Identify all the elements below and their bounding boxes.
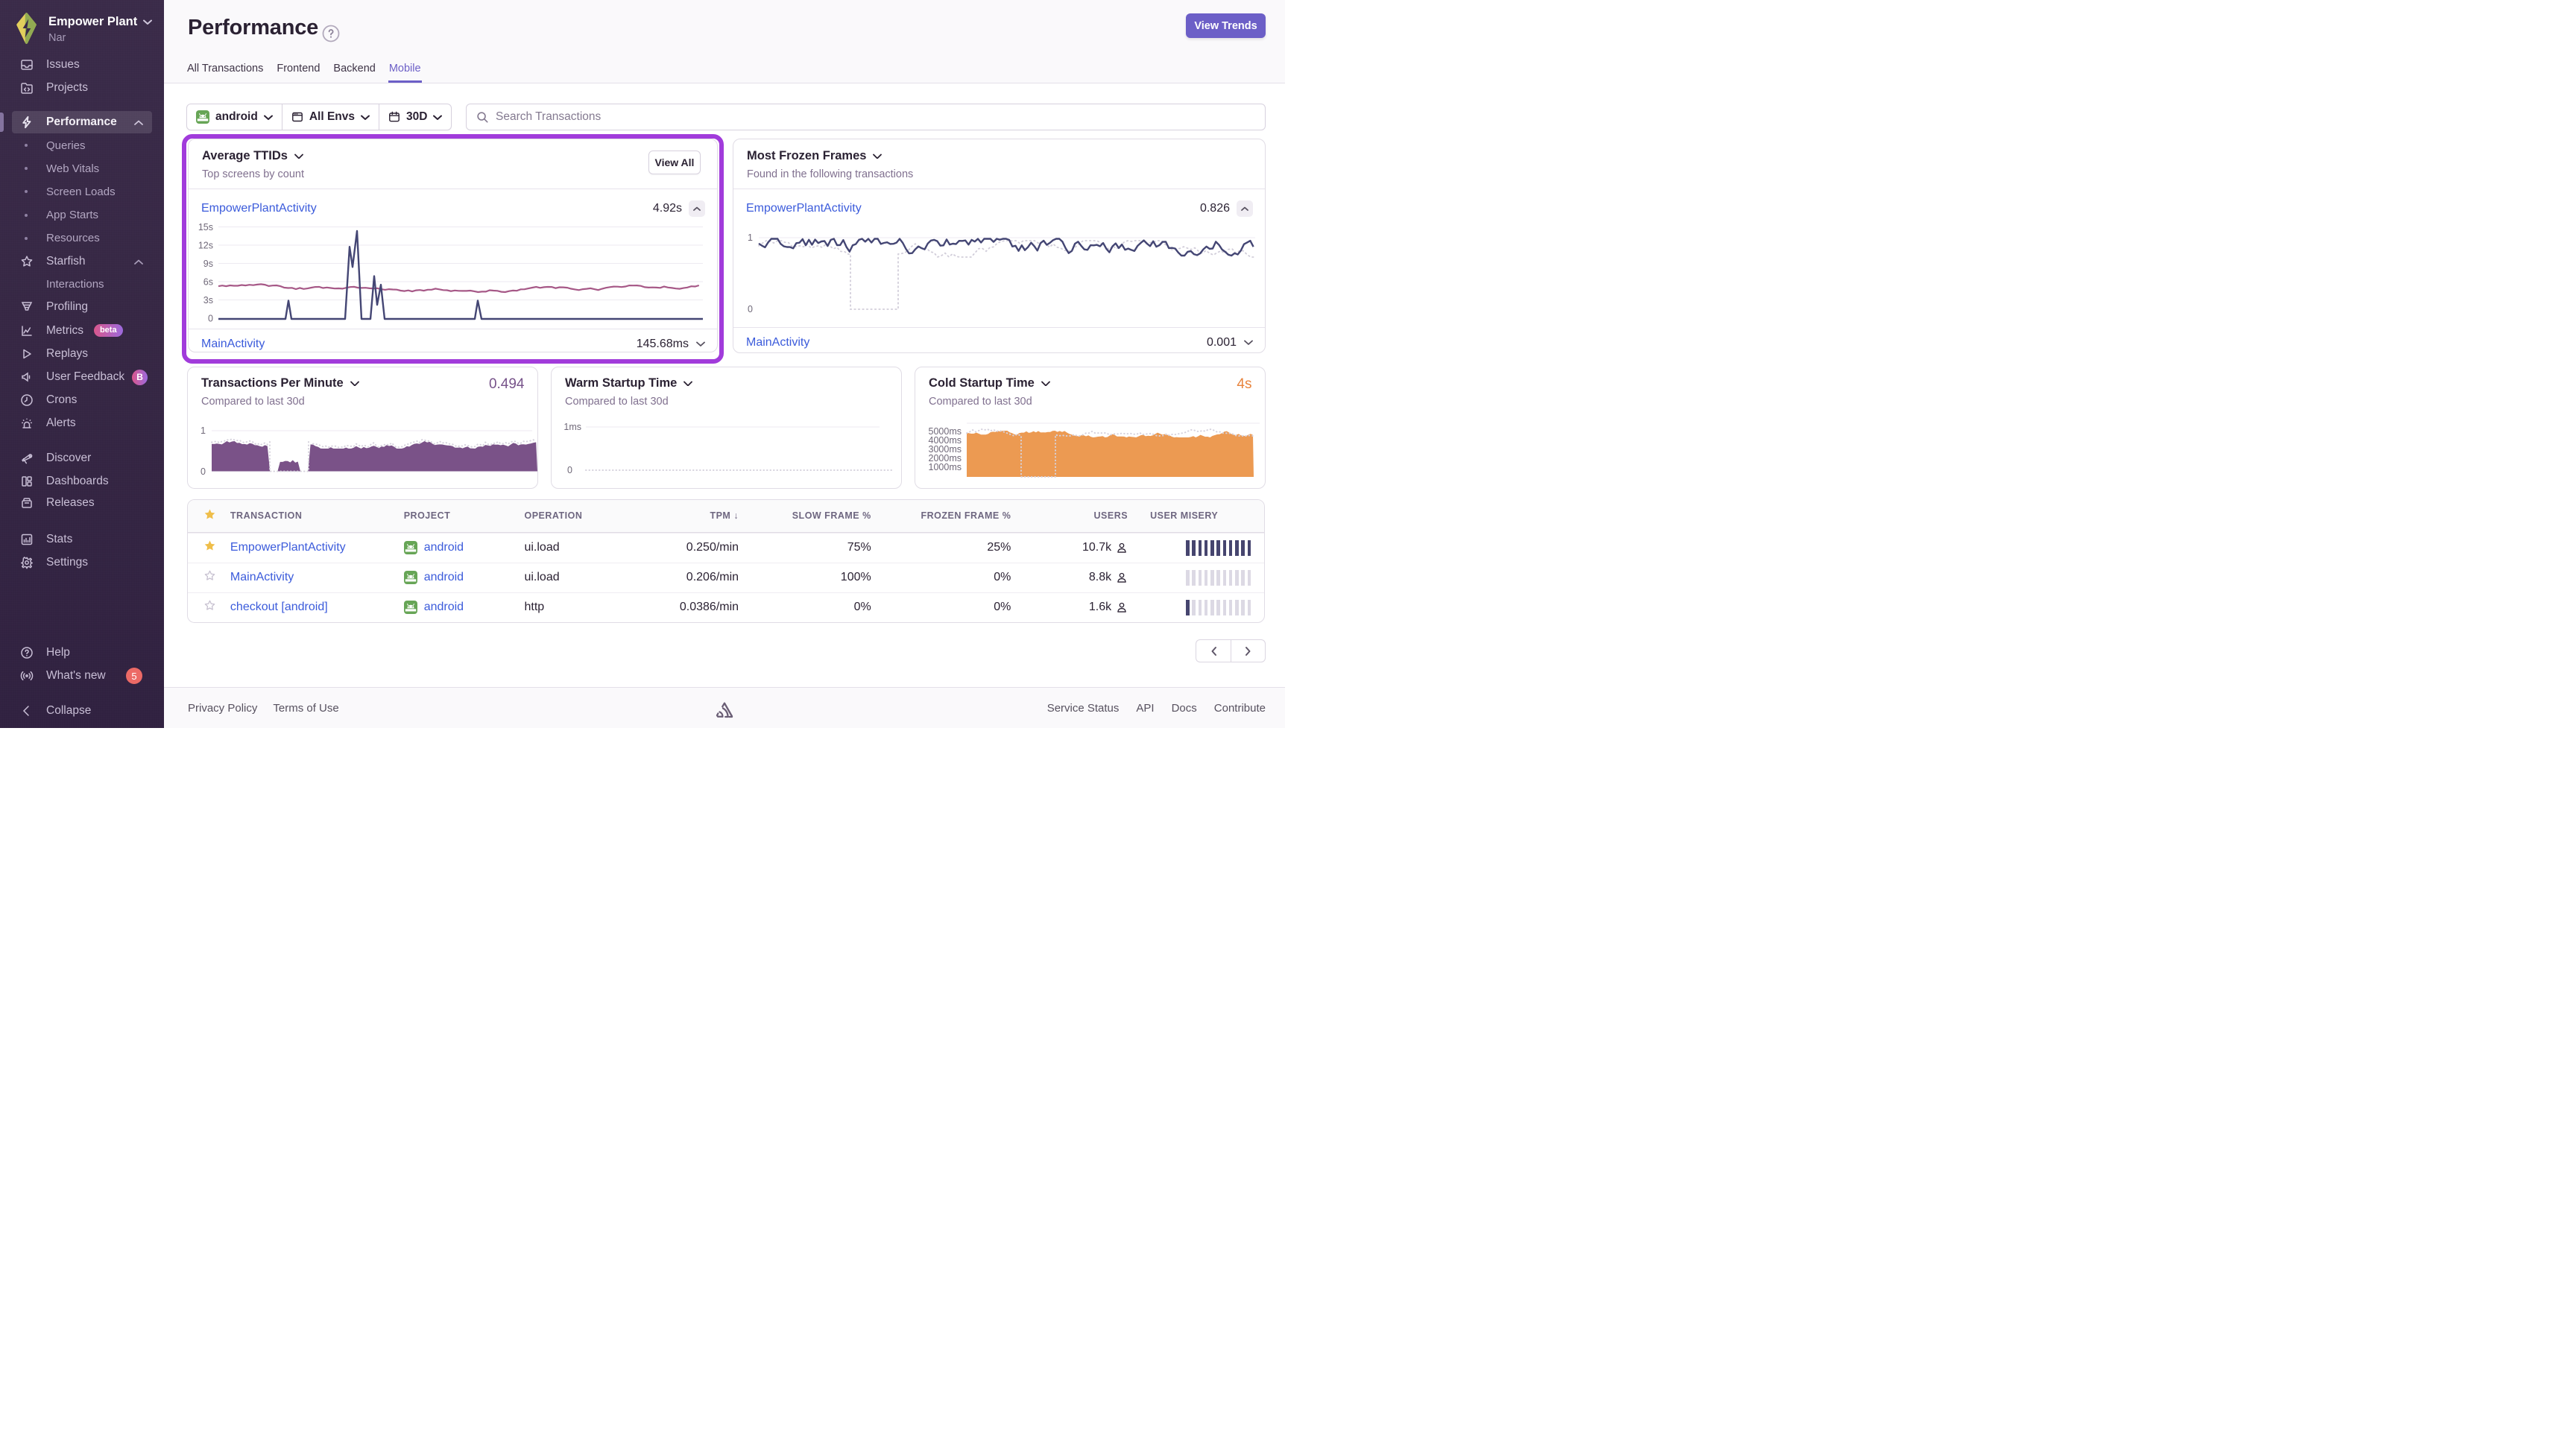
svg-text:4000ms: 4000ms [929, 435, 962, 446]
svg-text:3000ms: 3000ms [929, 444, 962, 455]
svg-text:0: 0 [748, 304, 753, 314]
svg-text:0: 0 [201, 466, 206, 477]
svg-text:15s: 15s [198, 222, 213, 232]
svg-text:3s: 3s [203, 295, 213, 306]
svg-text:2000ms: 2000ms [929, 453, 962, 463]
svg-text:6s: 6s [203, 277, 213, 288]
svg-text:0: 0 [208, 314, 213, 324]
svg-text:1ms: 1ms [563, 422, 581, 432]
svg-text:0: 0 [567, 465, 572, 475]
svg-text:1000ms: 1000ms [929, 462, 962, 472]
svg-text:12s: 12s [198, 241, 213, 251]
svg-text:1: 1 [748, 232, 753, 243]
svg-text:1: 1 [201, 425, 206, 436]
svg-text:9s: 9s [203, 259, 213, 269]
svg-text:5000ms: 5000ms [929, 426, 962, 437]
